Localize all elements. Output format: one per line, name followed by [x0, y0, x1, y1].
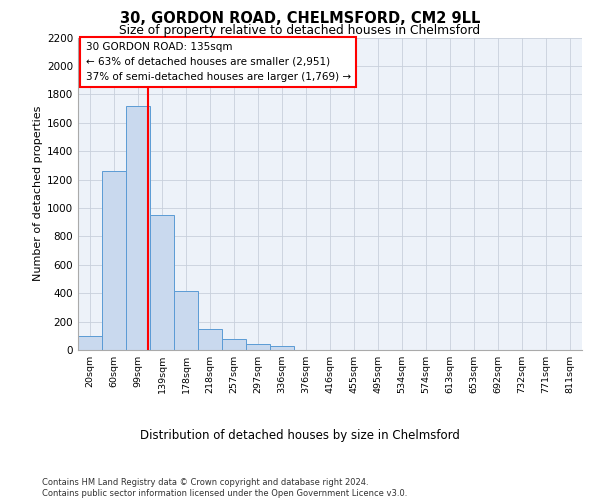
Text: 30, GORDON ROAD, CHELMSFORD, CM2 9LL: 30, GORDON ROAD, CHELMSFORD, CM2 9LL [120, 11, 480, 26]
Text: 30 GORDON ROAD: 135sqm
← 63% of detached houses are smaller (2,951)
37% of semi-: 30 GORDON ROAD: 135sqm ← 63% of detached… [86, 42, 350, 82]
Bar [270, 346, 294, 350]
Text: Distribution of detached houses by size in Chelmsford: Distribution of detached houses by size … [140, 430, 460, 442]
Bar [246, 344, 270, 350]
Bar [78, 336, 102, 350]
Bar [222, 340, 246, 350]
Bar [174, 291, 198, 350]
Text: Size of property relative to detached houses in Chelmsford: Size of property relative to detached ho… [119, 24, 481, 37]
Bar [102, 171, 126, 350]
Bar [198, 328, 222, 350]
Bar [126, 106, 150, 350]
Y-axis label: Number of detached properties: Number of detached properties [33, 106, 43, 282]
Bar [150, 215, 174, 350]
Text: Contains HM Land Registry data © Crown copyright and database right 2024.
Contai: Contains HM Land Registry data © Crown c… [42, 478, 407, 498]
